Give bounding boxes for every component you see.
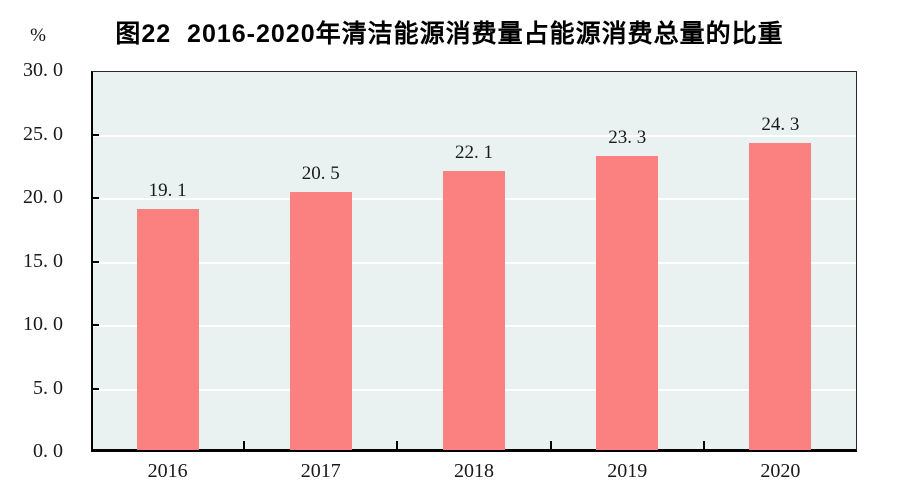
x-axis-tick-label: 2016	[147, 460, 188, 482]
x-axis-tick-label: 2019	[607, 460, 648, 482]
bar-2018	[443, 171, 505, 450]
bar-2017	[289, 191, 352, 450]
y-axis-tick	[91, 197, 99, 199]
y-axis-tick-label: 10. 0	[23, 313, 63, 335]
y-axis-tick	[91, 324, 99, 326]
y-axis-tick-label: 25. 0	[23, 122, 63, 145]
x-axis-tick-label: 2017	[300, 460, 341, 482]
x-axis-tick	[702, 441, 705, 449]
x-axis-tick	[243, 441, 246, 449]
y-axis-tick	[91, 260, 99, 263]
y-axis-tick-label: 20. 0	[23, 186, 63, 208]
x-axis-tick	[396, 441, 399, 449]
y-axis-tick-label: 0. 0	[33, 440, 63, 462]
bar-value-label: 22. 1	[455, 142, 493, 164]
y-axis-unit-label: %	[30, 25, 46, 46]
bar-2016	[136, 209, 199, 450]
x-axis-tick	[549, 441, 552, 449]
y-axis-tick	[91, 387, 99, 390]
bar-value-label: 19. 1	[148, 180, 187, 202]
bar-value-label: 24. 3	[761, 114, 800, 136]
x-axis-tick-label: 2020	[760, 460, 801, 482]
bar-2019	[596, 156, 659, 450]
y-axis-tick-label: 30. 0	[23, 59, 63, 81]
bar-value-label: 20. 5	[301, 162, 340, 184]
bar-2020	[749, 143, 812, 450]
y-axis-tick-label: 5. 0	[33, 376, 63, 399]
y-axis-tick	[91, 133, 99, 136]
x-axis-tick-label: 2018	[454, 460, 494, 482]
chart-title: 图22 2016-2020年清洁能源消费量占能源消费总量的比重	[115, 20, 784, 48]
bar-value-label: 23. 3	[608, 127, 647, 149]
y-axis-tick-label: 15. 0	[23, 249, 63, 272]
